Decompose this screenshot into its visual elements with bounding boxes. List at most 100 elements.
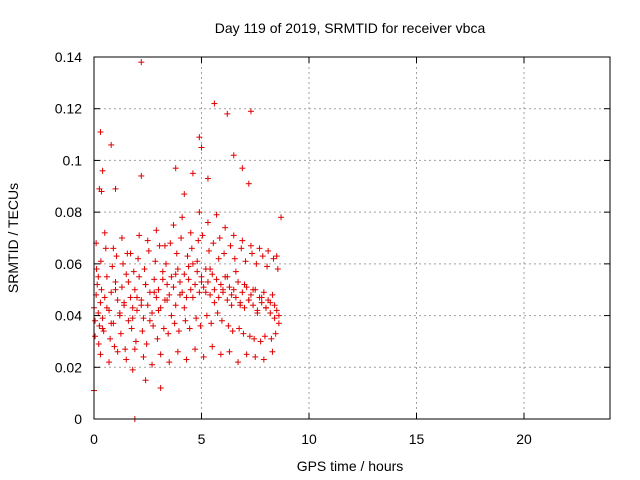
data-point bbox=[250, 286, 257, 293]
data-point bbox=[93, 266, 100, 273]
data-point bbox=[178, 235, 185, 241]
data-point bbox=[175, 328, 182, 335]
data-point bbox=[129, 366, 136, 373]
data-point bbox=[198, 144, 205, 151]
data-point bbox=[99, 315, 106, 322]
data-point bbox=[237, 302, 244, 309]
data-point bbox=[182, 317, 189, 324]
data-point bbox=[217, 351, 224, 358]
data-point bbox=[99, 167, 106, 174]
data-point bbox=[108, 141, 115, 148]
data-point bbox=[199, 232, 206, 239]
data-point bbox=[127, 294, 134, 301]
data-point bbox=[238, 245, 245, 252]
data-point bbox=[218, 317, 225, 324]
data-point bbox=[143, 341, 150, 348]
x-axis-label: GPS time / hours bbox=[297, 458, 404, 474]
data-point bbox=[125, 317, 132, 324]
y-tick-label: 0.1 bbox=[63, 152, 83, 168]
data-point bbox=[192, 346, 199, 353]
data-point bbox=[216, 235, 223, 241]
data-point bbox=[240, 330, 247, 337]
data-point bbox=[146, 317, 153, 324]
data-point bbox=[122, 346, 129, 353]
data-point bbox=[149, 309, 156, 316]
data-point bbox=[112, 278, 119, 285]
grid-layer bbox=[94, 57, 610, 419]
data-point bbox=[213, 276, 220, 283]
data-point bbox=[95, 273, 102, 280]
data-point bbox=[274, 266, 281, 273]
data-point bbox=[189, 260, 196, 267]
data-point bbox=[203, 312, 210, 319]
data-point bbox=[204, 219, 211, 226]
data-point bbox=[250, 302, 257, 309]
data-point bbox=[227, 242, 234, 249]
data-point bbox=[269, 291, 276, 298]
data-point bbox=[193, 315, 200, 322]
data-point bbox=[278, 214, 285, 221]
data-point bbox=[184, 253, 191, 260]
data-point bbox=[213, 211, 220, 218]
data-point bbox=[273, 253, 280, 260]
data-point bbox=[207, 291, 214, 298]
data-point bbox=[275, 320, 282, 327]
data-point bbox=[211, 100, 218, 107]
data-point bbox=[150, 322, 157, 329]
data-point bbox=[154, 335, 161, 342]
data-point bbox=[121, 299, 128, 306]
data-point bbox=[228, 291, 235, 298]
data-point bbox=[106, 359, 113, 366]
data-point bbox=[214, 309, 221, 316]
data-point bbox=[159, 268, 166, 275]
data-point bbox=[92, 317, 99, 324]
data-point bbox=[256, 245, 263, 252]
data-point bbox=[245, 297, 252, 304]
data-point bbox=[97, 128, 104, 135]
data-point bbox=[251, 335, 258, 342]
data-point bbox=[230, 152, 237, 159]
data-point bbox=[261, 333, 268, 340]
data-point bbox=[108, 289, 115, 296]
data-point bbox=[211, 286, 218, 293]
data-point bbox=[197, 322, 204, 329]
data-point bbox=[215, 255, 222, 262]
data-point bbox=[151, 289, 158, 296]
data-point bbox=[257, 338, 264, 345]
data-points bbox=[91, 59, 285, 422]
data-point bbox=[258, 294, 265, 301]
y-tick-label: 0.12 bbox=[55, 101, 82, 117]
data-point bbox=[139, 328, 146, 335]
data-point bbox=[98, 286, 105, 293]
data-point bbox=[135, 255, 142, 262]
data-point bbox=[138, 172, 145, 179]
data-point bbox=[187, 229, 194, 236]
data-point bbox=[149, 361, 156, 368]
data-point bbox=[210, 240, 217, 247]
data-point bbox=[230, 232, 237, 239]
data-point bbox=[217, 281, 224, 288]
data-point bbox=[224, 297, 231, 304]
data-point bbox=[109, 263, 116, 270]
data-point bbox=[181, 191, 188, 198]
data-point bbox=[155, 286, 162, 293]
data-point bbox=[247, 291, 254, 298]
data-point bbox=[156, 242, 163, 249]
data-point bbox=[239, 289, 246, 296]
data-point bbox=[226, 284, 233, 291]
data-point bbox=[259, 253, 266, 260]
data-point bbox=[131, 346, 138, 353]
data-point bbox=[164, 297, 171, 304]
data-point bbox=[144, 302, 151, 309]
data-point bbox=[95, 309, 102, 316]
data-point bbox=[98, 188, 105, 195]
data-point bbox=[153, 294, 160, 301]
data-point bbox=[186, 325, 193, 332]
data-point bbox=[120, 260, 127, 267]
data-point bbox=[138, 59, 145, 66]
data-point bbox=[172, 302, 179, 309]
data-point bbox=[123, 356, 130, 363]
data-point bbox=[211, 299, 218, 306]
data-point bbox=[252, 353, 259, 360]
data-point bbox=[247, 242, 254, 249]
